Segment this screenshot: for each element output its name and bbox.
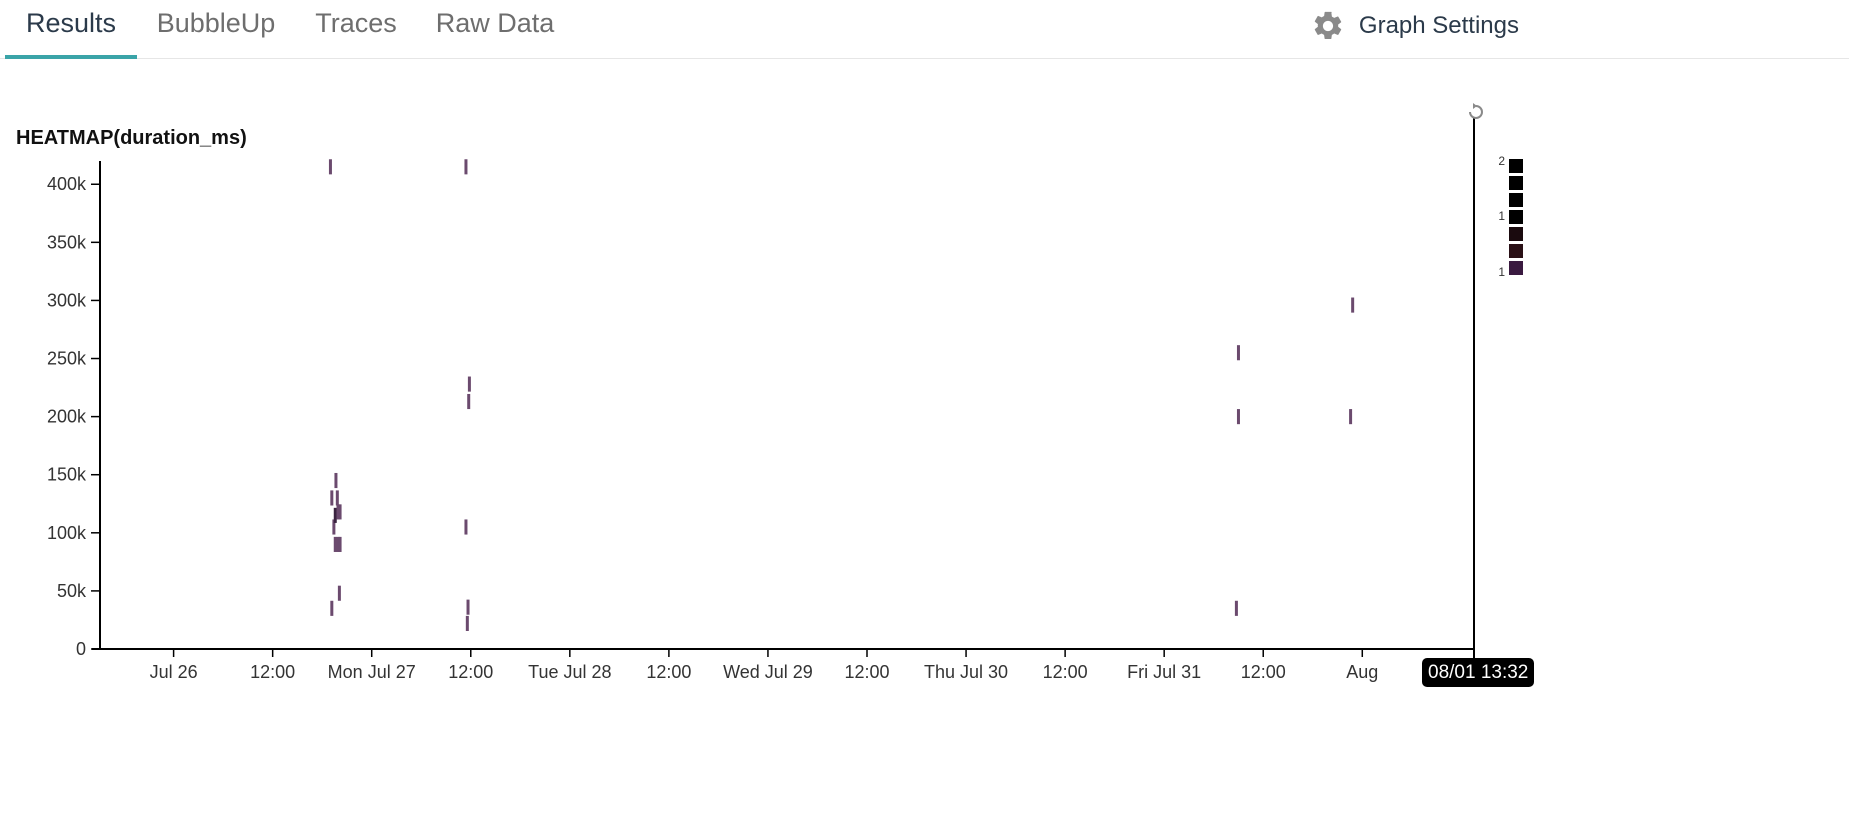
y-tick-label: 0	[76, 639, 86, 659]
legend-swatch	[1509, 261, 1523, 275]
legend-swatch	[1509, 193, 1523, 207]
y-axis-ticks: 0 50k 100k 150k 200k 250k 300k 350k 400k	[47, 174, 100, 659]
heatmap-cell	[328, 159, 332, 175]
heatmap-cell	[1349, 409, 1353, 425]
y-tick-label: 200k	[47, 407, 87, 427]
heatmap-cell	[330, 600, 334, 616]
legend-swatch	[1509, 244, 1523, 258]
legend-label: 2	[1498, 154, 1505, 168]
graph-settings-button[interactable]: Graph Settings	[1311, 6, 1519, 46]
heatmap-cell	[464, 159, 468, 175]
heatmap-cell	[336, 536, 340, 552]
tab-raw-data[interactable]: Raw Data	[435, 8, 555, 38]
heatmap-cell	[332, 519, 336, 535]
x-tick-label: Mon Jul 27	[328, 662, 416, 682]
heatmap-cell	[337, 585, 341, 601]
heatmap-cell	[1236, 345, 1240, 361]
heatmap-cell	[1351, 297, 1355, 313]
y-tick-label: 350k	[47, 232, 87, 252]
heatmap-cell	[1234, 600, 1238, 616]
y-tick-label: 50k	[57, 581, 87, 601]
tab-traces[interactable]: Traces	[315, 8, 397, 38]
x-tick-label: Wed Jul 29	[723, 662, 813, 682]
heatmap-cell	[467, 376, 471, 392]
heatmap-cell	[338, 504, 342, 520]
x-tick-label: Thu Jul 30	[924, 662, 1008, 682]
reset-zoom-icon[interactable]	[1469, 103, 1483, 119]
legend-swatch	[1509, 227, 1523, 241]
x-tick-label: Fri Jul 31	[1127, 662, 1201, 682]
gear-icon	[1314, 11, 1342, 40]
legend-swatch	[1509, 210, 1523, 224]
legend-label: 1	[1498, 209, 1505, 223]
legend-swatch	[1509, 159, 1523, 173]
tab-results[interactable]: Results	[25, 8, 117, 38]
heatmap-cell	[467, 393, 471, 410]
heatmap-cell	[335, 490, 339, 506]
x-axis-ticks: Jul 26 12:00 Mon Jul 27 12:00 Tue Jul 28 12:0…	[150, 649, 1378, 682]
y-tick-label: 150k	[47, 465, 87, 485]
y-tick-label: 100k	[47, 523, 87, 543]
heatmap-cell	[466, 599, 470, 615]
active-tab-indicator	[5, 55, 137, 59]
current-time-badge: 08/01 13:32	[1422, 658, 1535, 687]
legend-swatch	[1509, 176, 1523, 190]
y-tick-label: 250k	[47, 349, 87, 369]
x-tick-label: 12:00	[1241, 662, 1286, 682]
heatmap-cell	[465, 615, 469, 631]
graph-settings-label: Graph Settings	[1358, 12, 1519, 39]
y-tick-label: 400k	[47, 174, 87, 194]
chart-axes	[92, 118, 1475, 665]
x-tick-label: Aug	[1346, 662, 1378, 682]
x-tick-label: Tue Jul 28	[528, 662, 611, 682]
x-tick-label: 12:00	[844, 662, 889, 682]
chart-title: HEATMAP(duration_ms)	[16, 127, 247, 149]
heatmap-cell	[333, 536, 337, 552]
heatmap-cell	[330, 490, 334, 506]
x-tick-label: 12:00	[250, 662, 295, 682]
tab-bubbleup[interactable]: BubbleUp	[156, 8, 276, 38]
heatmap-cell	[336, 504, 340, 520]
reset-zoom-arrow	[1473, 103, 1477, 109]
heatmap-cells	[328, 159, 1355, 631]
heatmap-cell	[338, 536, 342, 552]
x-tick-label: 12:00	[1043, 662, 1088, 682]
reset-zoom-arc	[1469, 105, 1483, 119]
color-legend: 2 1 1	[1498, 154, 1523, 279]
tab-bar: Results BubbleUp Traces Raw Data Graph S…	[0, 0, 1849, 59]
heatmap-cell	[464, 519, 468, 535]
y-tick-label: 300k	[47, 290, 87, 310]
x-tick-label: 12:00	[448, 662, 493, 682]
legend-label: 1	[1498, 265, 1505, 279]
heatmap-cell	[334, 472, 338, 489]
x-tick-label: Jul 26	[150, 662, 198, 682]
x-tick-label: 12:00	[646, 662, 691, 682]
heatmap-cell	[333, 507, 337, 523]
heatmap-cell	[1236, 409, 1240, 425]
